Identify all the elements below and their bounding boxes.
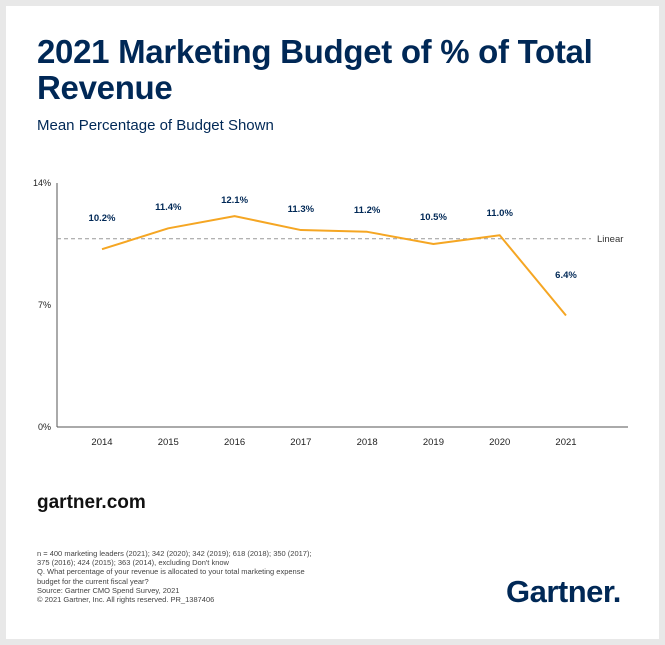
data-label: 10.2%	[89, 213, 116, 224]
site-url: gartner.com	[37, 492, 146, 513]
footnote-line: © 2021 Gartner, Inc. All rights reserved…	[37, 595, 215, 605]
gartner-logo: Gartner.	[506, 574, 621, 609]
footnotes: n = 400 marketing leaders (2021); 342 (2…	[37, 549, 367, 604]
linear-trend-label: Linear	[597, 234, 623, 245]
y-tick-label: 7%	[38, 300, 51, 310]
x-tick-label: 2019	[423, 437, 444, 448]
x-tick-label: 2018	[357, 437, 378, 448]
y-tick-label: 0%	[38, 422, 51, 432]
data-label: 10.5%	[420, 212, 447, 223]
footnote-line: budget for the current fiscal year?	[37, 576, 149, 586]
data-label: 11.3%	[288, 204, 315, 215]
x-tick-label: 2014	[91, 437, 112, 448]
data-label: 11.4%	[155, 202, 182, 213]
footnote-line: Q. What percentage of your revenue is al…	[37, 567, 305, 577]
x-tick-label: 2017	[290, 437, 311, 448]
x-tick-label: 2021	[555, 437, 576, 448]
x-tick-label: 2016	[224, 437, 245, 448]
page-subtitle: Mean Percentage of Budget Shown	[37, 117, 274, 134]
footnote-line: n = 400 marketing leaders (2021); 342 (2…	[37, 549, 312, 558]
data-label: 11.2%	[354, 205, 381, 216]
data-label: 6.4%	[555, 270, 577, 281]
footnote-line: 375 (2016); 424 (2015); 363 (2014), excl…	[37, 558, 229, 568]
data-label: 12.1%	[221, 195, 248, 206]
y-tick-label: 14%	[33, 178, 51, 188]
line-chart: 0% 7% 14% 2014 2015 2016 2017 2018 2019 2020 2021 L…	[33, 178, 628, 448]
infographic-card: 2021 Marketing Budget of % of Total Reve…	[6, 6, 659, 639]
series-line	[101, 215, 567, 317]
x-tick-label: 2020	[489, 437, 510, 448]
footnote-line: Source: Gartner CMO Spend Survey, 2021	[37, 585, 180, 595]
page-title: 2021 Marketing Budget of % of Total Reve…	[37, 33, 593, 106]
x-tick-label: 2015	[158, 437, 179, 448]
data-label: 11.0%	[487, 208, 514, 219]
